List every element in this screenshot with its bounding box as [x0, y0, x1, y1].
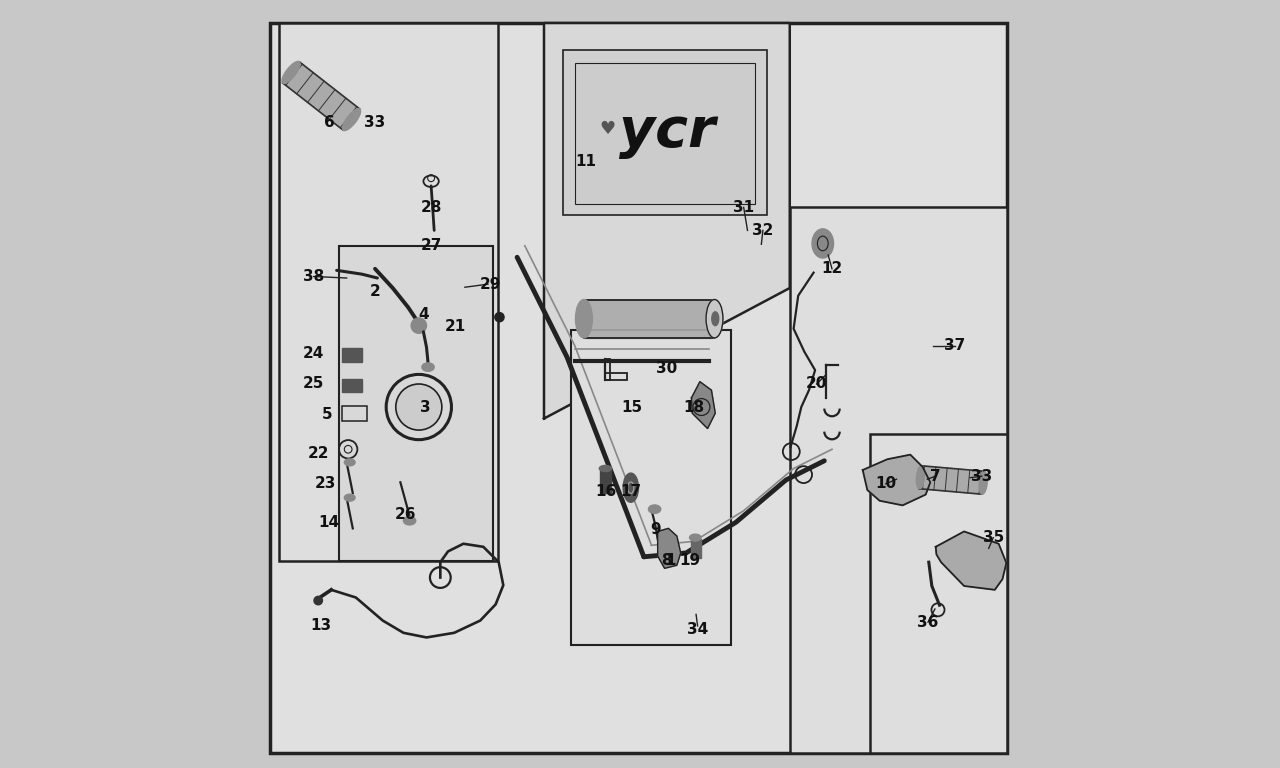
Text: 14: 14	[319, 515, 339, 530]
Text: 23: 23	[315, 476, 335, 492]
Text: 25: 25	[303, 376, 324, 392]
Bar	[575, 63, 755, 204]
Ellipse shape	[649, 505, 660, 513]
Ellipse shape	[690, 535, 701, 541]
Ellipse shape	[344, 495, 355, 502]
Polygon shape	[919, 465, 984, 495]
Bar	[691, 539, 700, 558]
Text: 12: 12	[822, 261, 842, 276]
Text: 34: 34	[687, 622, 708, 637]
Circle shape	[396, 384, 442, 430]
Text: 30: 30	[657, 361, 677, 376]
Text: 33: 33	[365, 115, 385, 131]
Ellipse shape	[979, 472, 987, 495]
Ellipse shape	[422, 363, 434, 372]
Text: 13: 13	[311, 618, 332, 634]
Ellipse shape	[576, 300, 593, 338]
Ellipse shape	[282, 61, 300, 84]
Text: 8: 8	[662, 553, 672, 568]
Text: 21: 21	[445, 319, 466, 334]
Text: 15: 15	[622, 399, 643, 415]
Bar	[605, 359, 611, 380]
Ellipse shape	[344, 459, 355, 465]
Text: 2: 2	[370, 284, 380, 300]
Text: 10: 10	[876, 476, 896, 492]
Text: 5: 5	[321, 407, 332, 422]
Bar	[870, 434, 1007, 753]
Text: ycr: ycr	[618, 105, 716, 159]
Bar	[342, 379, 362, 392]
Text: 17: 17	[621, 484, 641, 499]
Text: 29: 29	[480, 276, 500, 292]
Text: 36: 36	[918, 614, 938, 630]
Text: 9: 9	[650, 522, 660, 538]
Bar	[600, 470, 611, 493]
Circle shape	[495, 313, 504, 322]
Polygon shape	[544, 23, 790, 419]
Ellipse shape	[403, 517, 416, 525]
Ellipse shape	[812, 229, 833, 258]
Text: 6: 6	[324, 115, 334, 131]
Bar	[342, 348, 362, 362]
Text: 32: 32	[753, 223, 773, 238]
Text: 1: 1	[666, 553, 676, 568]
Ellipse shape	[712, 312, 719, 326]
Ellipse shape	[623, 473, 639, 502]
Polygon shape	[863, 455, 931, 505]
Bar	[571, 330, 731, 645]
Text: 18: 18	[684, 399, 704, 415]
Ellipse shape	[314, 596, 323, 605]
Ellipse shape	[411, 318, 426, 333]
Text: 20: 20	[806, 376, 827, 392]
Text: 3: 3	[420, 399, 430, 415]
Ellipse shape	[599, 465, 612, 472]
Polygon shape	[691, 382, 716, 429]
Text: 28: 28	[420, 200, 442, 215]
Bar	[342, 406, 366, 421]
Bar	[605, 373, 627, 380]
Text: ♥: ♥	[600, 120, 616, 138]
Text: 31: 31	[733, 200, 754, 215]
Polygon shape	[658, 528, 681, 568]
Text: 16: 16	[595, 484, 616, 499]
Text: 26: 26	[396, 507, 416, 522]
Text: 37: 37	[945, 338, 965, 353]
Text: 35: 35	[983, 530, 1004, 545]
Text: 38: 38	[303, 269, 324, 284]
Bar	[563, 50, 767, 215]
Bar	[279, 23, 498, 561]
Text: 7: 7	[931, 468, 941, 484]
Bar	[790, 207, 1007, 753]
Polygon shape	[936, 531, 1006, 590]
Ellipse shape	[916, 465, 924, 488]
Text: 11: 11	[576, 154, 596, 169]
Text: 33: 33	[972, 468, 992, 484]
Text: 24: 24	[303, 346, 324, 361]
Polygon shape	[283, 61, 360, 131]
Ellipse shape	[343, 108, 361, 131]
Text: 22: 22	[308, 445, 330, 461]
Text: 27: 27	[420, 238, 442, 253]
Bar	[339, 246, 493, 561]
Text: 19: 19	[680, 553, 700, 568]
Text: 4: 4	[419, 307, 429, 323]
Ellipse shape	[707, 300, 723, 338]
